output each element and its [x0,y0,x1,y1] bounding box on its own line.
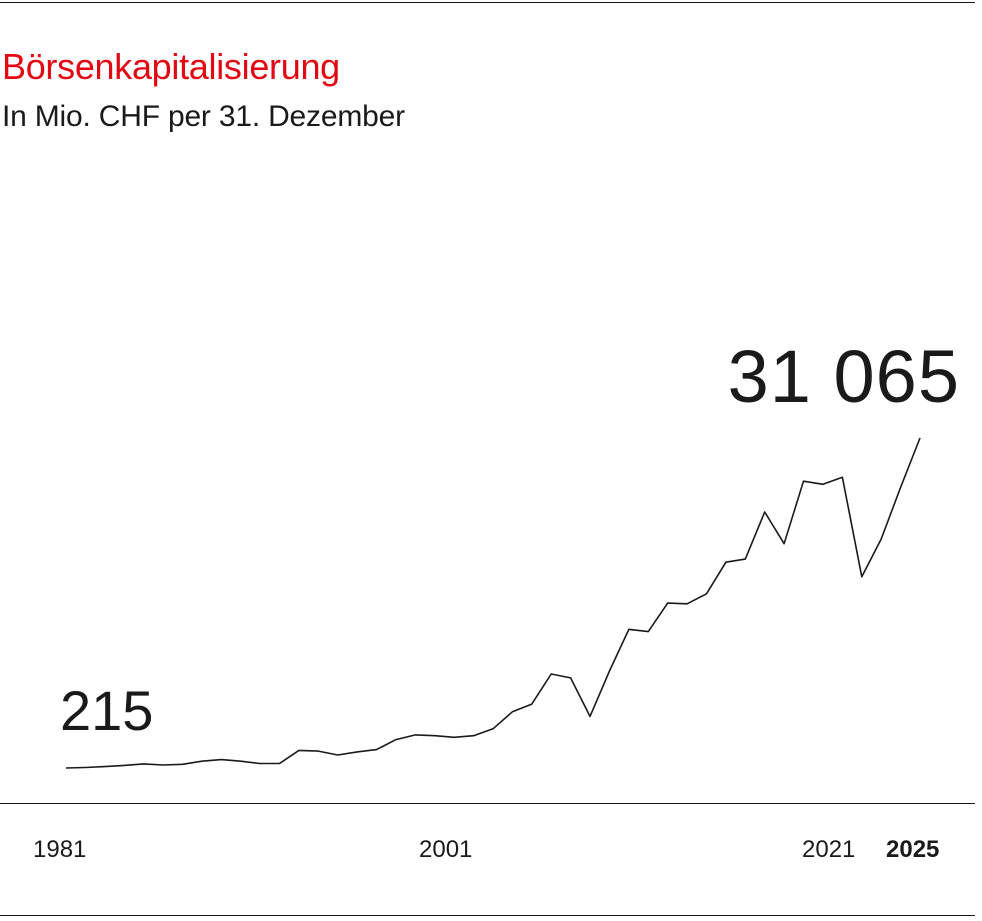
chart-subtitle: In Mio. CHF per 31. Dezember [2,100,405,133]
series-layer [65,437,921,769]
x-tick-label-1981: 1981 [33,836,87,863]
bottom-rule [0,915,975,916]
x-tick-label-2001: 2001 [419,836,473,863]
series-line [65,437,921,769]
top-rule [0,2,975,3]
chart-title: Börsenkapitalisierung [2,46,340,87]
x-axis-line [0,803,975,804]
x-tick-label-2021: 2021 [802,836,856,863]
end-value-label: 31 065 [727,335,960,418]
x-tick-label-2025: 2025 [886,836,940,863]
start-value-label: 215 [60,679,154,742]
